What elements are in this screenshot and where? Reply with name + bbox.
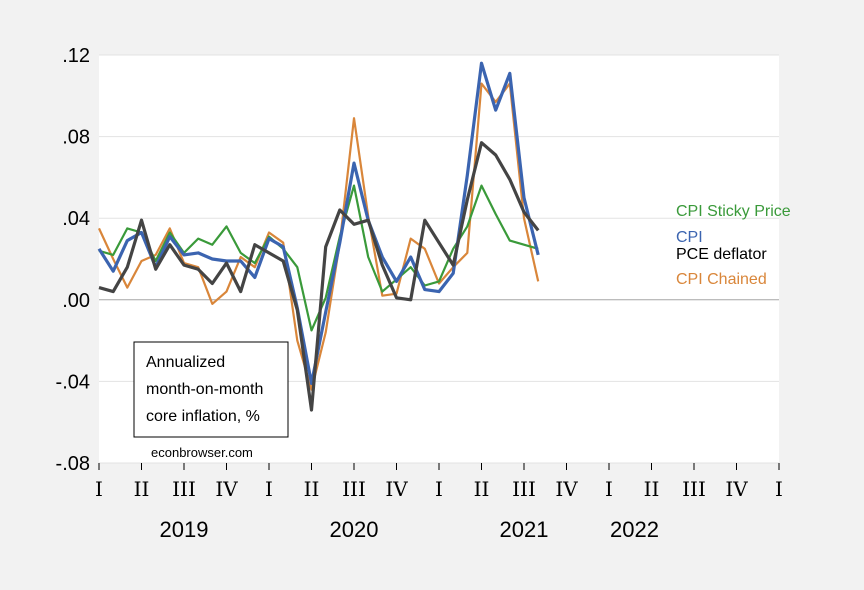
note-box: Annualized month-on-month core inflation… xyxy=(133,341,289,438)
x-tick-label: IV xyxy=(215,477,238,501)
y-tick-label: .04 xyxy=(62,208,90,230)
x-tick-label: II xyxy=(474,477,490,501)
legend-label-cpi: CPI xyxy=(676,229,703,246)
year-label: 2020 xyxy=(330,517,379,542)
x-tick-label: I xyxy=(775,477,783,501)
year-label: 2019 xyxy=(160,517,209,542)
x-tick-label: II xyxy=(134,477,150,501)
year-label: 2022 xyxy=(610,517,659,542)
legend-label-cpi-sticky-price: CPI Sticky Price xyxy=(676,203,791,220)
x-tick-label: IV xyxy=(725,477,748,501)
y-tick-label: .00 xyxy=(62,290,90,312)
note-line-3: core inflation, % xyxy=(146,408,260,425)
x-tick-label: II xyxy=(304,477,320,501)
note-line-1: Annualized xyxy=(146,354,225,371)
x-tick-label: II xyxy=(644,477,660,501)
legend-label-cpi-chained: CPI Chained xyxy=(676,271,767,288)
x-tick-label: III xyxy=(682,477,706,501)
y-tick-label: .08 xyxy=(62,127,90,149)
x-tick-label: I xyxy=(95,477,103,501)
x-tick-label: I xyxy=(605,477,613,501)
x-tick-label: IV xyxy=(555,477,578,501)
x-tick-label: I xyxy=(265,477,273,501)
series-line-cpi xyxy=(97,61,540,385)
y-axis: .12 .08 .04 .00 -.04 -.08 xyxy=(56,45,90,475)
y-tick-label: -.04 xyxy=(56,371,90,393)
x-tick-label: III xyxy=(512,477,536,501)
x-tick-label: I xyxy=(435,477,443,501)
legend-label-pce-deflator: PCE deflator xyxy=(676,246,767,263)
y-tick-label: .12 xyxy=(62,45,90,67)
series-group xyxy=(97,61,540,412)
credit-text: econbrowser.com xyxy=(151,445,253,460)
year-label: 2021 xyxy=(500,517,549,542)
x-tick-label: III xyxy=(172,477,196,501)
x-tick-label: III xyxy=(342,477,366,501)
x-tick-label: IV xyxy=(385,477,408,501)
note-line-2: month-on-month xyxy=(146,381,263,398)
y-tick-label: -.08 xyxy=(56,453,90,475)
series-line-pce-deflator xyxy=(98,141,540,412)
